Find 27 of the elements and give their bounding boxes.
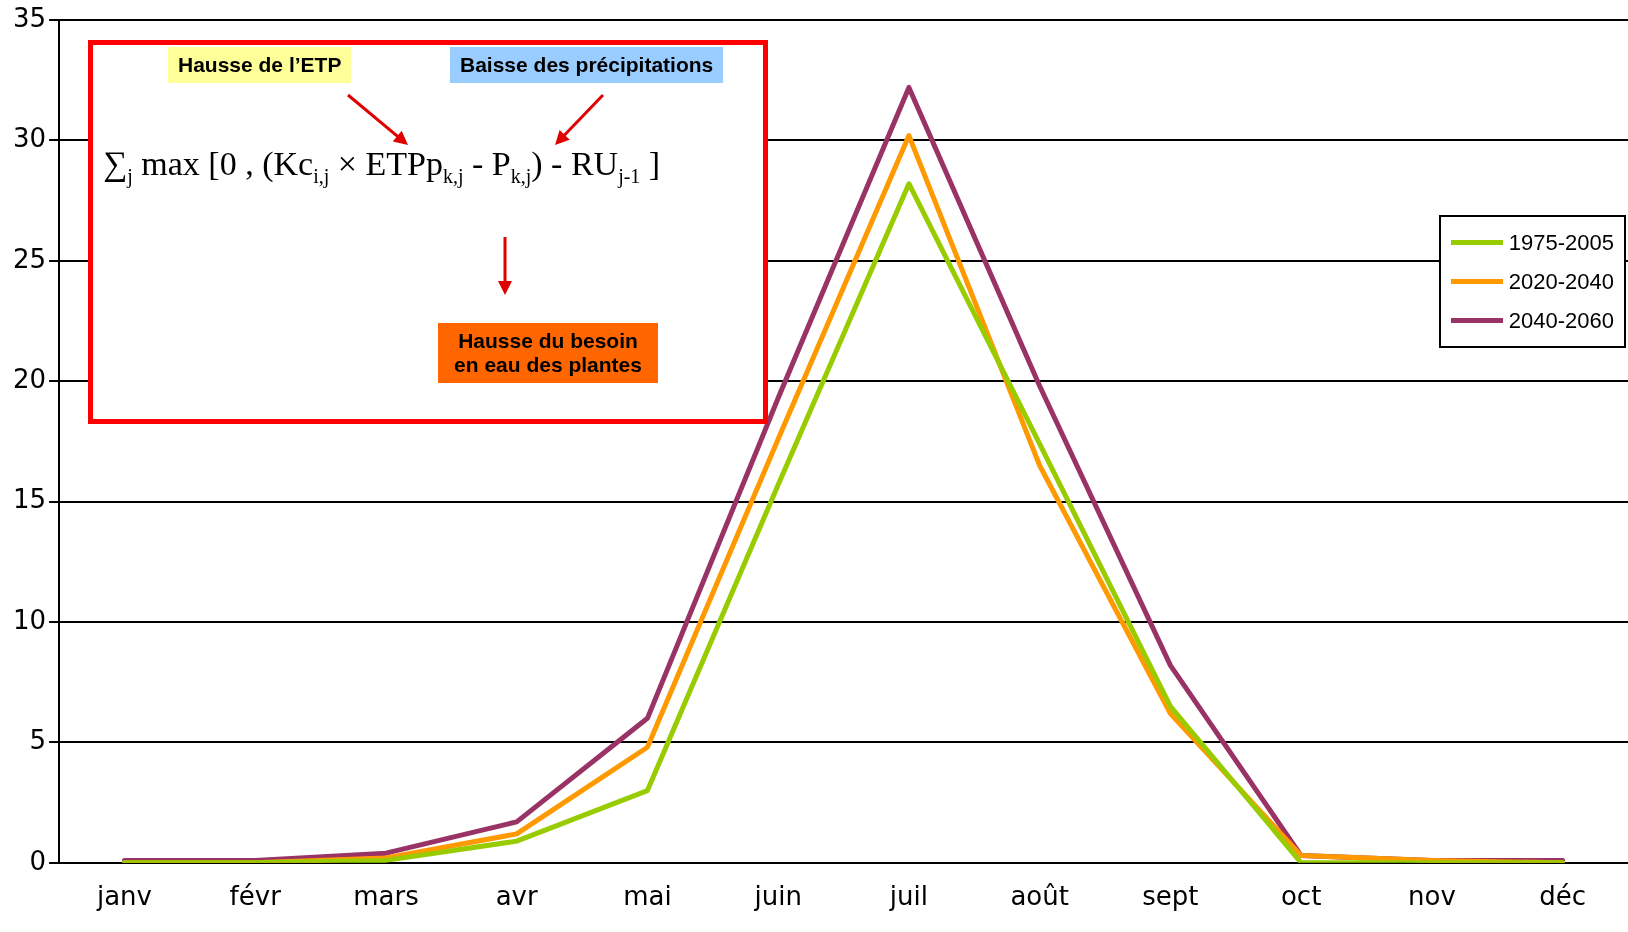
x-tick-label: oct: [1280, 881, 1322, 912]
x-tick-label: déc: [1539, 881, 1587, 912]
x-tick-label: avr: [495, 881, 538, 912]
y-tick-label: 35: [12, 2, 47, 33]
y-tick-label: 15: [12, 484, 47, 515]
y-tick-label: 30: [12, 123, 47, 154]
annotation: Hausse de l’ETP: [168, 47, 352, 83]
x-tick-label: août: [1010, 881, 1069, 912]
x-tick-label: févr: [229, 881, 282, 912]
legend-label: 1975-2005: [1508, 229, 1614, 256]
legend-label: 2020-2040: [1508, 268, 1614, 295]
annotation: Hausse du besoin en eau des plantes: [438, 323, 658, 383]
x-tick-label: sept: [1142, 881, 1199, 912]
x-tick-label: juil: [888, 881, 928, 912]
x-tick-label: nov: [1407, 881, 1456, 912]
y-tick-label: 5: [29, 725, 47, 756]
annotation: Baisse des précipitations: [450, 47, 724, 83]
y-tick-label: 0: [29, 845, 47, 876]
x-tick-label: juin: [753, 881, 802, 912]
y-tick-label: 10: [12, 604, 47, 635]
x-tick-label: mai: [623, 881, 672, 912]
legend-label: 2040-2060: [1508, 307, 1614, 334]
text: ∑$_{j}$ max [0 , (Kc$_{i,j}$ × ETPp$_{k,j}$ - P$_{k,j}$) - RU$_{j-1}$ ]: [103, 145, 661, 187]
y-tick-label: 20: [12, 363, 47, 394]
y-tick-label: 25: [12, 243, 47, 274]
x-tick-label: mars: [353, 881, 419, 912]
x-tick-label: janv: [95, 881, 152, 912]
